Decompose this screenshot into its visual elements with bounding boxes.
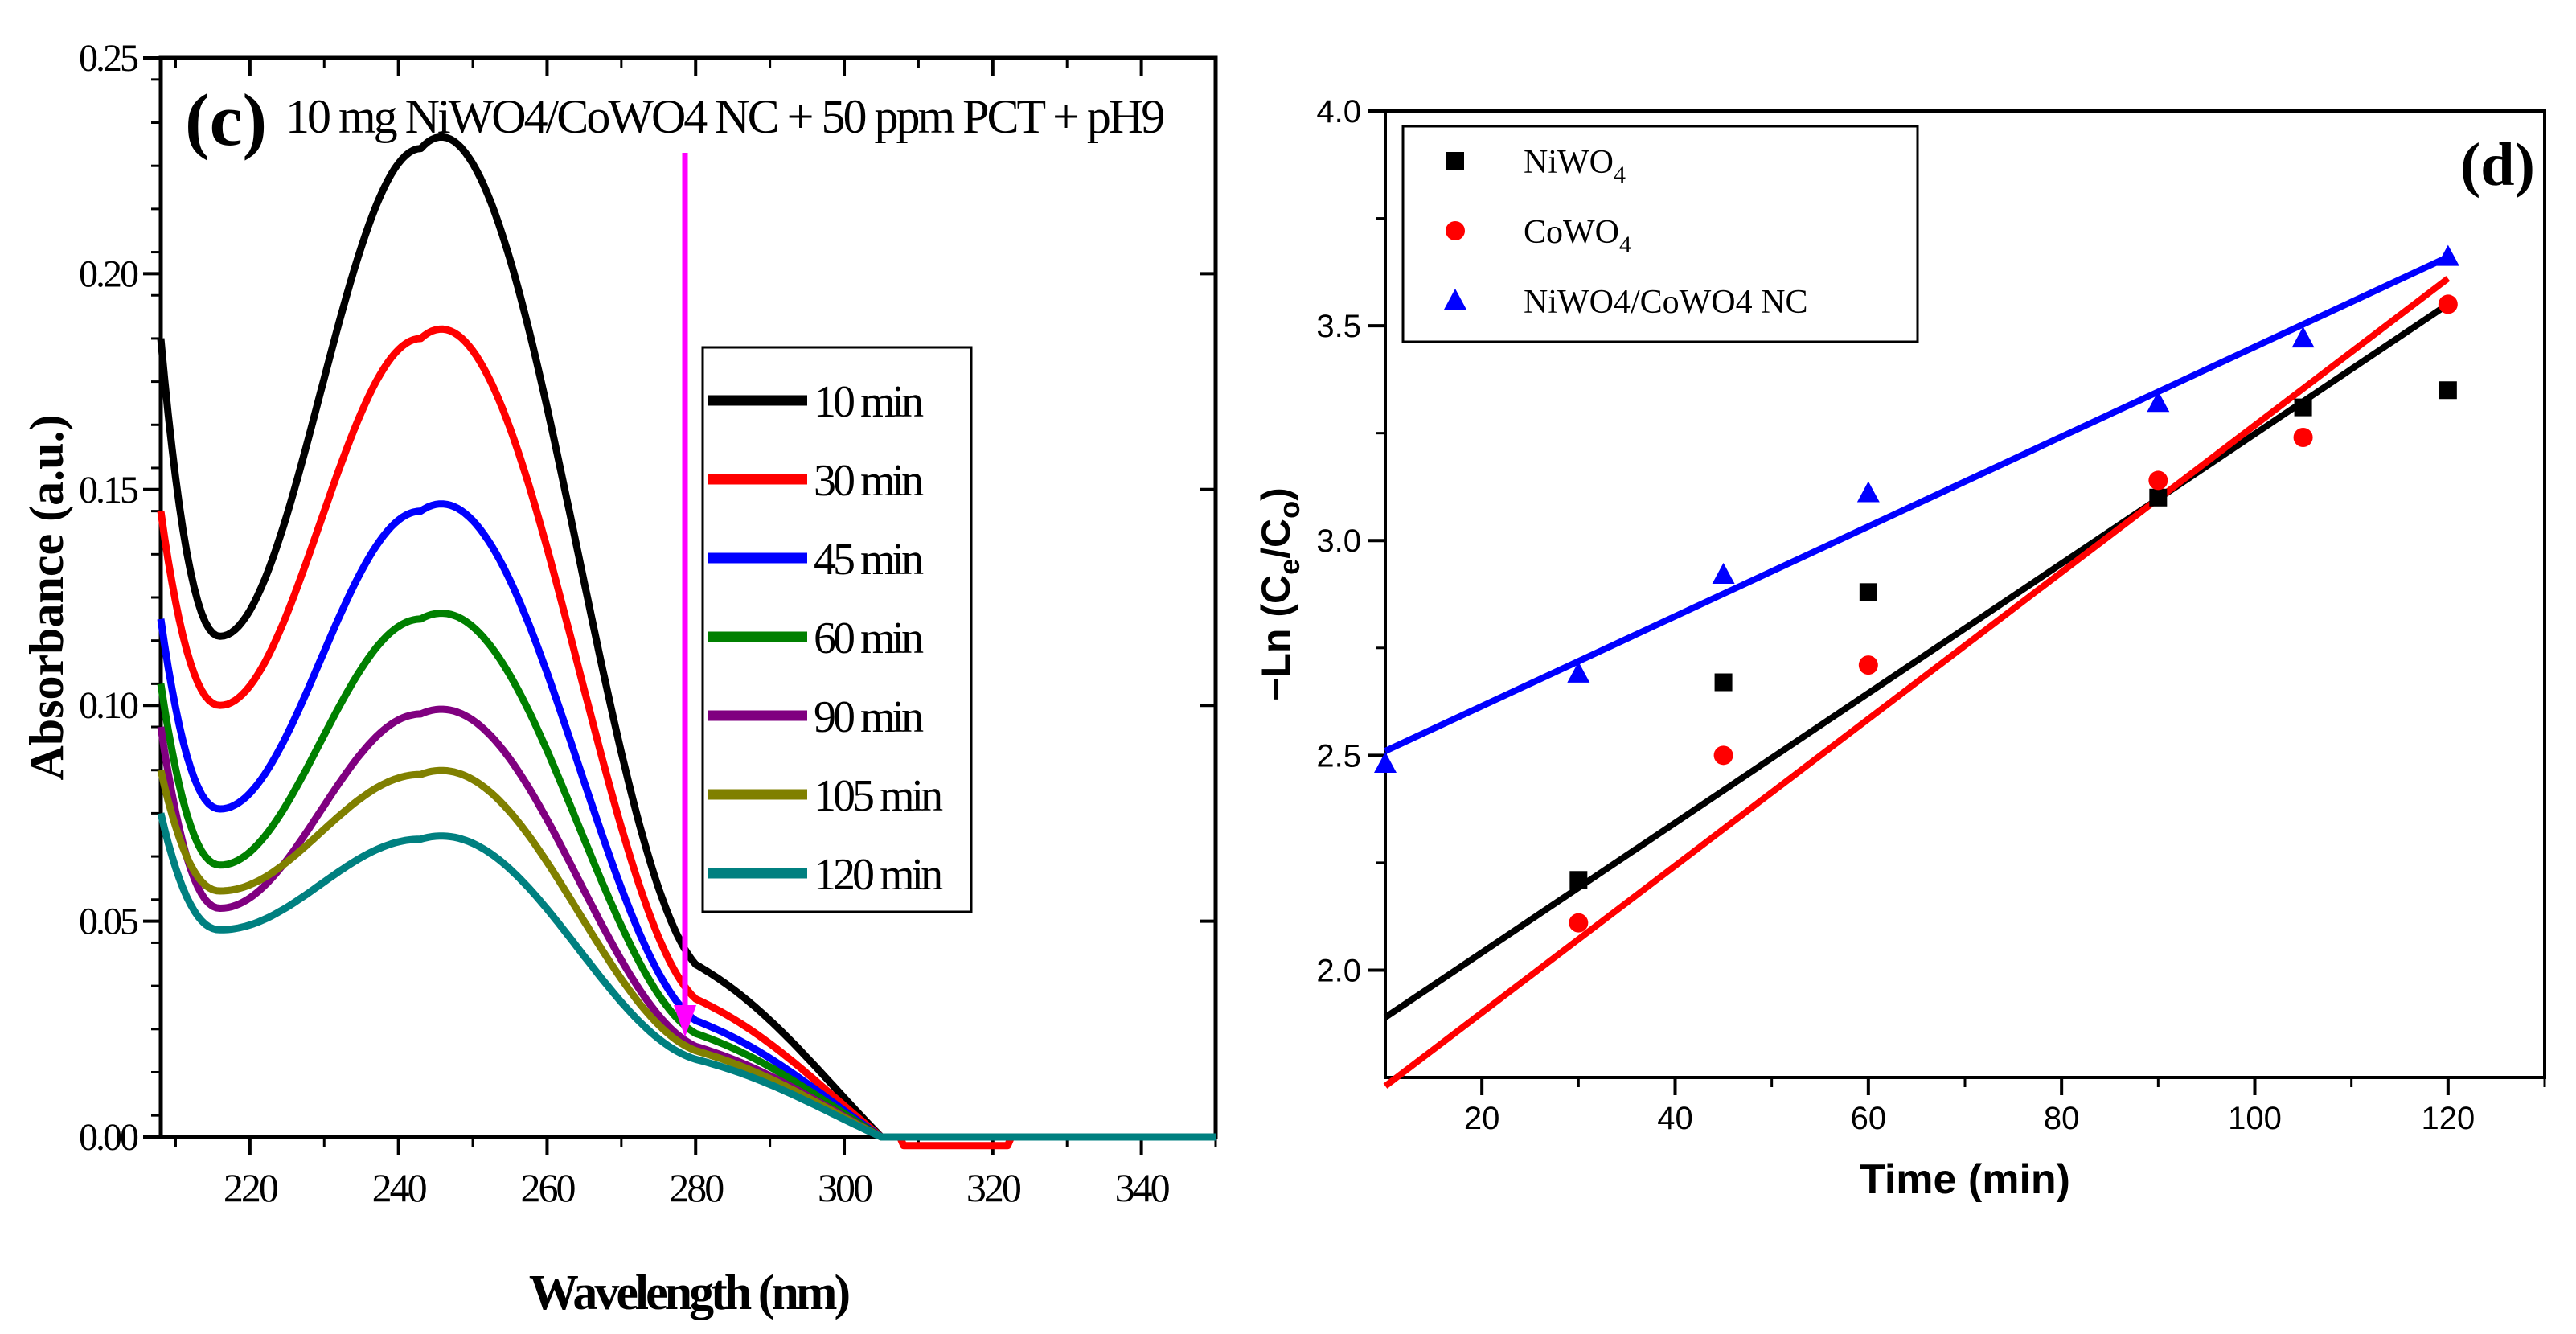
d-legend-label: CoWO4 <box>1524 214 1631 258</box>
d-xtick-label: 20 <box>1464 1101 1500 1136</box>
c-xtick-label: 320 <box>966 1165 1021 1210</box>
d-point-square <box>1569 871 1588 889</box>
d-point-circle <box>2293 428 2313 448</box>
panel-c-legend <box>701 346 973 913</box>
c-legend-label: 10 min <box>814 377 924 427</box>
d-ytick-label: 4.0 <box>1316 94 1361 129</box>
c-legend-label: 45 min <box>814 535 924 585</box>
c-legend-label: 30 min <box>814 456 924 506</box>
c-series-line <box>157 705 1216 1141</box>
d-xtick-label: 80 <box>2044 1101 2080 1136</box>
d-ytick-label: 3.5 <box>1316 309 1361 344</box>
c-ytick-label: 0.15 <box>79 469 138 511</box>
d-point-circle <box>2438 294 2458 314</box>
panel-c-label: (c) <box>185 79 267 161</box>
d-point-triangle <box>1567 661 1590 683</box>
panel-d-legend-items: NiWO4 CoWO4 NiWO4/CoWO4 NC <box>1444 144 1807 321</box>
d-point-square <box>2439 381 2457 400</box>
c-xtick-label: 220 <box>224 1165 278 1210</box>
c-ytick-label: 0.10 <box>79 684 138 727</box>
d-point-circle <box>1569 913 1589 933</box>
c-legend-label: 90 min <box>814 692 924 742</box>
d-point-square <box>1859 583 1877 601</box>
d-legend-label: NiWO4 <box>1524 144 1626 188</box>
panel-c-ticks: 220 240 260 280 300 320 340 0.00 0.05 0.10 0.15 0.2… <box>79 37 1217 1210</box>
d-ytick-label: 3.0 <box>1316 523 1361 559</box>
panel-c-curves <box>157 133 1216 1150</box>
d-point-triangle <box>1712 562 1735 584</box>
d-point-square <box>2149 488 2168 507</box>
panel-d-ticks: 20 40 60 80 100 120 2.0 2.5 3.0 3.5 4.0 <box>1316 94 2546 1136</box>
d-point-circle <box>2148 470 2168 491</box>
d-point-circle <box>1446 221 1465 240</box>
d-xtick-label: 100 <box>2228 1101 2282 1136</box>
panel-c-frame <box>158 55 1218 1139</box>
panel-d-series <box>1374 244 2459 1089</box>
d-point-triangle <box>2147 391 2170 413</box>
d-point-circle <box>1713 745 1733 766</box>
d-legend-label: NiWO4/CoWO4 NC <box>1524 284 1807 321</box>
c-legend-label: 120 min <box>814 850 943 900</box>
d-point-square <box>1714 673 1733 692</box>
c-ytick-label: 0.00 <box>79 1116 138 1159</box>
d-point-triangle <box>2291 326 2315 348</box>
panel-c-legend-items: 10 min 30 min 45 min 60 min 90 min 105 min 120… <box>708 377 946 900</box>
d-point-circle <box>1858 655 1878 675</box>
panel-d-xlabel: Time (min) <box>1860 1156 2070 1203</box>
c-xtick-label: 260 <box>520 1165 575 1210</box>
c-xtick-label: 280 <box>669 1165 724 1210</box>
c-legend-label: 105 min <box>814 771 943 821</box>
c-xtick-label: 300 <box>818 1165 872 1210</box>
c-ytick-label: 0.05 <box>79 901 138 943</box>
d-point-square <box>2294 398 2312 417</box>
panel-c-title: 10 mg NiWO4/CoWO4 NC + 50 ppm PCT + pH9 <box>285 90 1163 143</box>
d-point-square <box>1446 152 1464 170</box>
d-point-triangle <box>2436 244 2459 266</box>
panel-d: 20 40 60 80 100 120 2.0 2.5 3.0 3.5 4.0 (d) NiWO4 C… <box>1253 94 2546 1203</box>
panel-c-ylabel: Absorbance (a.u.) <box>20 414 73 780</box>
d-xtick-label: 40 <box>1657 1101 1693 1136</box>
arrow-head <box>674 1005 696 1037</box>
panel-d-ylabel: −Ln (Ce/Co) <box>1253 487 1306 701</box>
panel-c: 220 240 260 280 300 320 340 0.00 0.05 0.10 0.15 0.2… <box>20 37 1218 1320</box>
d-point-triangle <box>1444 289 1466 310</box>
d-ytick-label: 2.5 <box>1316 738 1361 774</box>
c-series-line <box>157 812 1216 1141</box>
d-ytick-label: 2.0 <box>1316 953 1361 988</box>
panel-c-xlabel: Wavelength (nm) <box>529 1266 849 1320</box>
d-point-triangle <box>1856 481 1880 503</box>
d-fit-line <box>1383 276 2451 1089</box>
c-xtick-label: 240 <box>372 1165 427 1210</box>
d-fit-line <box>1384 254 2450 754</box>
c-ytick-label: 0.20 <box>79 252 138 295</box>
d-fit-line <box>1383 302 2451 1020</box>
c-xtick-label: 340 <box>1115 1165 1170 1210</box>
panel-d-label: (d) <box>2460 131 2535 199</box>
d-xtick-label: 60 <box>1851 1101 1887 1136</box>
d-xtick-label: 120 <box>2421 1101 2475 1136</box>
c-legend-label: 60 min <box>814 614 924 663</box>
d-point-triangle <box>1374 752 1397 774</box>
c-ytick-label: 0.25 <box>79 37 138 80</box>
panel-d-legend <box>1401 125 1919 343</box>
